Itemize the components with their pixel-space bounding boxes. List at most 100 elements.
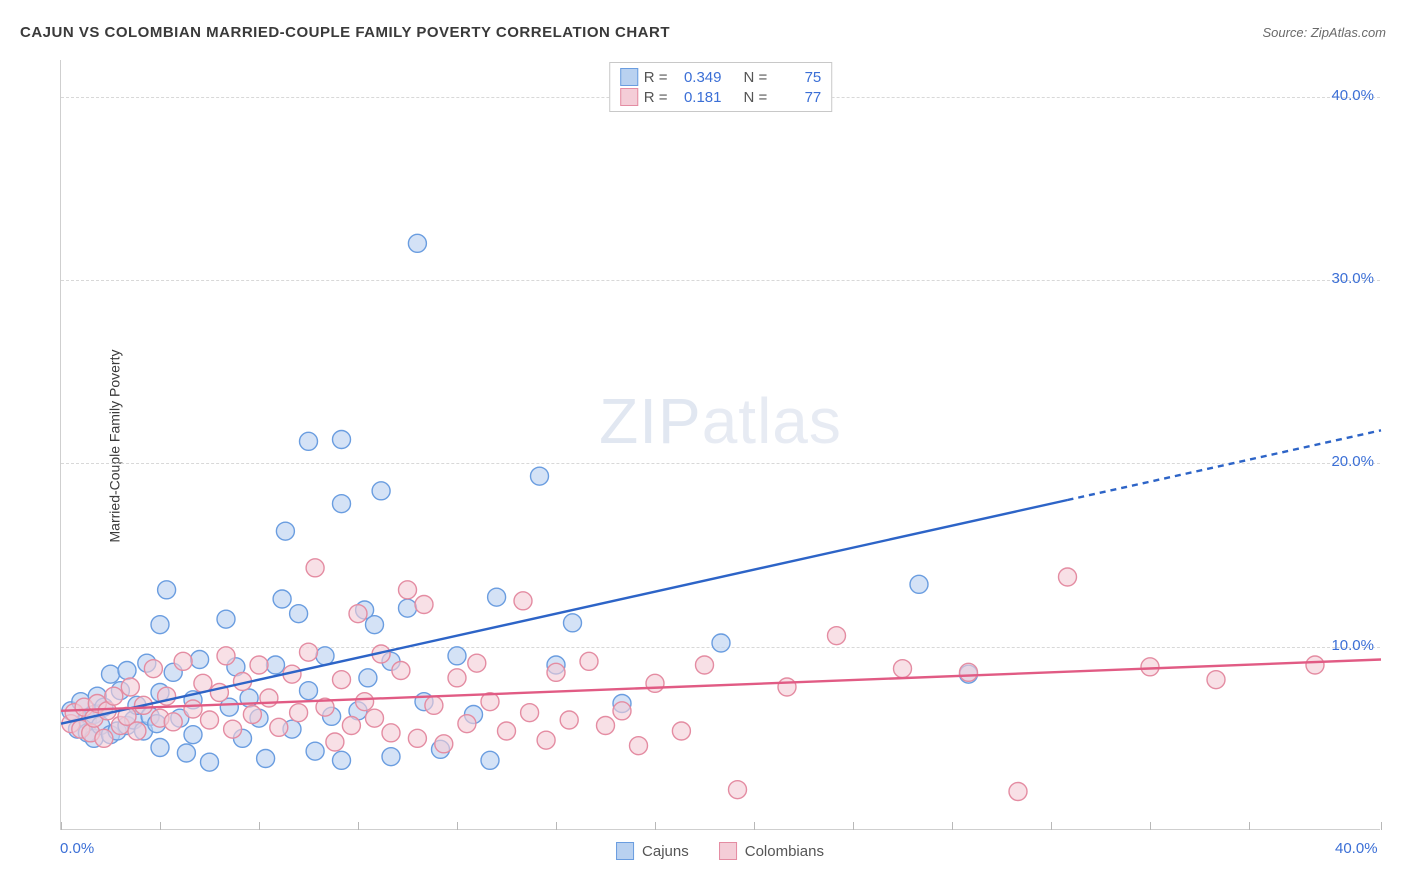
scatter-point-cajuns <box>333 495 351 513</box>
scatter-point-colombians <box>448 669 466 687</box>
x-tick <box>1381 822 1382 830</box>
scatter-point-cajuns <box>372 482 390 500</box>
scatter-point-cajuns <box>201 753 219 771</box>
scatter-point-colombians <box>729 781 747 799</box>
scatter-point-colombians <box>514 592 532 610</box>
scatter-point-colombians <box>1141 658 1159 676</box>
swatch-cajuns <box>620 68 638 86</box>
r-label: R = <box>644 69 668 86</box>
scatter-svg <box>61 60 1381 830</box>
scatter-point-cajuns <box>910 575 928 593</box>
scatter-point-colombians <box>121 678 139 696</box>
scatter-point-colombians <box>560 711 578 729</box>
scatter-point-cajuns <box>564 614 582 632</box>
scatter-point-cajuns <box>158 581 176 599</box>
legend-row-colombians: R = 0.181 N = 77 <box>620 87 822 107</box>
scatter-point-cajuns <box>267 656 285 674</box>
scatter-point-cajuns <box>399 599 417 617</box>
swatch-colombians <box>620 88 638 106</box>
scatter-point-cajuns <box>177 744 195 762</box>
scatter-point-colombians <box>468 654 486 672</box>
n-label: N = <box>744 69 768 86</box>
scatter-point-colombians <box>415 596 433 614</box>
scatter-point-colombians <box>300 643 318 661</box>
scatter-point-colombians <box>894 660 912 678</box>
scatter-point-cajuns <box>366 616 384 634</box>
scatter-point-colombians <box>521 704 539 722</box>
scatter-point-colombians <box>95 729 113 747</box>
scatter-point-cajuns <box>273 590 291 608</box>
scatter-point-colombians <box>392 662 410 680</box>
scatter-point-colombians <box>1009 783 1027 801</box>
scatter-point-colombians <box>425 696 443 714</box>
scatter-point-cajuns <box>408 234 426 252</box>
chart-title: CAJUN VS COLOMBIAN MARRIED-COUPLE FAMILY… <box>20 24 670 41</box>
r-value-cajuns: 0.349 <box>674 69 722 86</box>
plot-region: ZIPatlas 10.0%20.0%30.0%40.0% R = 0.349 … <box>60 60 1380 830</box>
scatter-point-colombians <box>217 647 235 665</box>
scatter-point-cajuns <box>151 616 169 634</box>
scatter-point-colombians <box>306 559 324 577</box>
scatter-point-cajuns <box>257 750 275 768</box>
scatter-point-cajuns <box>333 751 351 769</box>
chart-area: ZIPatlas 10.0%20.0%30.0%40.0% R = 0.349 … <box>60 60 1380 830</box>
scatter-point-cajuns <box>316 647 334 665</box>
source-attribution: Source: ZipAtlas.com <box>1262 25 1386 40</box>
scatter-point-colombians <box>270 718 288 736</box>
legend-label-cajuns: Cajuns <box>642 843 689 860</box>
scatter-point-cajuns <box>300 432 318 450</box>
scatter-point-colombians <box>537 731 555 749</box>
scatter-point-colombians <box>290 704 308 722</box>
scatter-point-colombians <box>646 674 664 692</box>
scatter-point-colombians <box>105 687 123 705</box>
scatter-point-colombians <box>613 702 631 720</box>
scatter-point-cajuns <box>448 647 466 665</box>
n-label: N = <box>744 89 768 106</box>
scatter-point-cajuns <box>359 669 377 687</box>
r-value-colombians: 0.181 <box>674 89 722 106</box>
scatter-point-cajuns <box>531 467 549 485</box>
swatch-cajuns <box>616 842 634 860</box>
scatter-point-colombians <box>778 678 796 696</box>
scatter-point-colombians <box>184 700 202 718</box>
scatter-point-cajuns <box>151 739 169 757</box>
scatter-point-colombians <box>458 715 476 733</box>
scatter-point-colombians <box>630 737 648 755</box>
n-value-cajuns: 75 <box>773 69 821 86</box>
scatter-point-colombians <box>382 724 400 742</box>
series-legend: Cajuns Colombians <box>616 842 824 860</box>
legend-label-colombians: Colombians <box>745 843 824 860</box>
scatter-point-colombians <box>243 706 261 724</box>
x-axis-label: 0.0% <box>60 840 94 857</box>
scatter-point-cajuns <box>290 605 308 623</box>
scatter-point-cajuns <box>184 726 202 744</box>
scatter-point-cajuns <box>382 748 400 766</box>
scatter-point-colombians <box>260 689 278 707</box>
scatter-point-cajuns <box>488 588 506 606</box>
correlation-legend: R = 0.349 N = 75 R = 0.181 N = 77 <box>609 62 833 112</box>
swatch-colombians <box>719 842 737 860</box>
scatter-point-colombians <box>960 663 978 681</box>
scatter-point-colombians <box>366 709 384 727</box>
scatter-point-cajuns <box>300 682 318 700</box>
scatter-point-cajuns <box>306 742 324 760</box>
scatter-point-colombians <box>1059 568 1077 586</box>
scatter-point-colombians <box>164 713 182 731</box>
scatter-point-colombians <box>597 717 615 735</box>
scatter-point-colombians <box>342 717 360 735</box>
scatter-point-cajuns <box>712 634 730 652</box>
scatter-point-cajuns <box>118 662 136 680</box>
scatter-point-colombians <box>828 627 846 645</box>
scatter-point-cajuns <box>276 522 294 540</box>
trendline-extrapolated-cajuns <box>1068 430 1382 500</box>
scatter-point-colombians <box>696 656 714 674</box>
scatter-point-cajuns <box>333 431 351 449</box>
legend-row-cajuns: R = 0.349 N = 75 <box>620 67 822 87</box>
scatter-point-colombians <box>201 711 219 729</box>
scatter-point-cajuns <box>481 751 499 769</box>
legend-item-cajuns: Cajuns <box>616 842 689 860</box>
scatter-point-colombians <box>580 652 598 670</box>
scatter-point-colombians <box>435 735 453 753</box>
scatter-point-colombians <box>144 660 162 678</box>
scatter-point-colombians <box>1306 656 1324 674</box>
